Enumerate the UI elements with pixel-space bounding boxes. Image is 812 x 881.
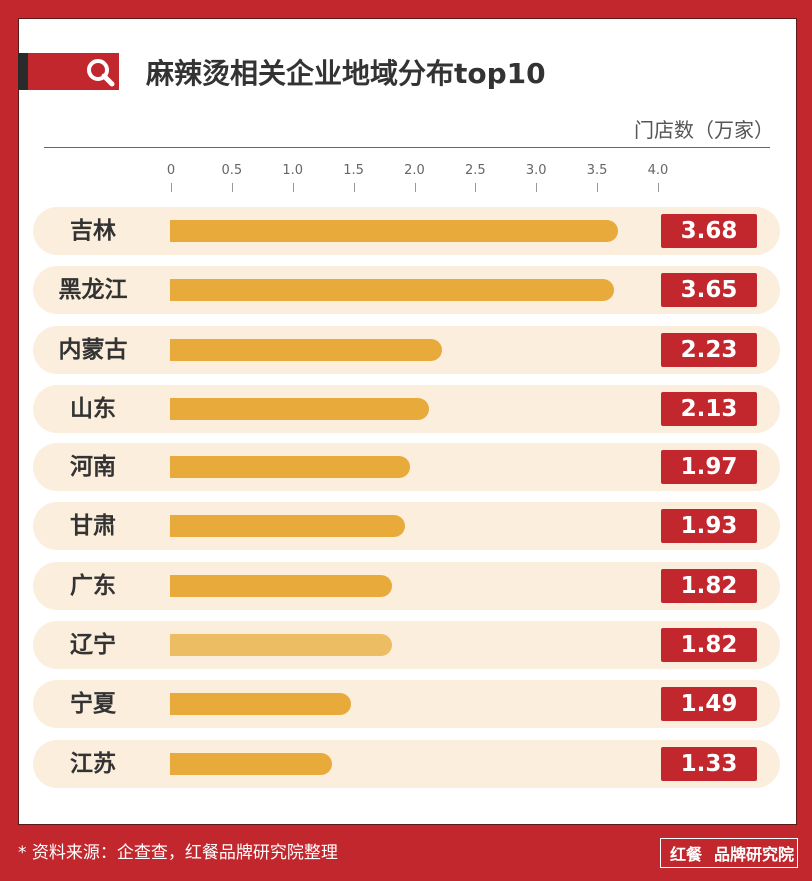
- tick-mark: [231, 183, 233, 192]
- category-label: 甘肃: [70, 513, 116, 539]
- source-note: * 资料来源：企查查，红餐品牌研究院整理: [18, 843, 338, 863]
- tick-mark: [475, 183, 477, 192]
- tick-mark: [658, 183, 659, 192]
- bar-row: 吉林 3.68: [33, 207, 780, 255]
- search-icon: [87, 59, 115, 87]
- value-label: 1.93: [661, 509, 757, 543]
- bar-row: 辽宁 1.82: [33, 621, 780, 669]
- tick-label: 3.0: [525, 163, 547, 178]
- bar-row: 黑龙江 3.65: [33, 266, 780, 314]
- category-label: 内蒙古: [58, 337, 128, 363]
- bar-row: 宁夏 1.49: [33, 680, 780, 728]
- title-badge: [18, 53, 119, 90]
- bar: [170, 339, 442, 361]
- chart-title: 麻辣烫相关企业地域分布top10: [146, 57, 546, 90]
- category-label: 吉林: [70, 218, 116, 244]
- category-label: 河南: [70, 454, 116, 480]
- logo-right: 品牌研究院: [713, 845, 794, 864]
- tick-label: 2.0: [404, 163, 425, 178]
- bar-row: 山东 2.13: [33, 385, 780, 433]
- bar-row: 内蒙古 2.23: [33, 326, 780, 374]
- value-label: 1.33: [661, 747, 757, 781]
- tick-mark: [171, 183, 172, 192]
- tick-label: 3.5: [586, 163, 608, 178]
- value-label: 3.65: [661, 273, 757, 307]
- bar: [170, 693, 352, 715]
- bar-row: 广东 1.82: [33, 562, 780, 610]
- tick-mark: [597, 183, 599, 192]
- bar: [170, 398, 430, 420]
- bar-row: 甘肃 1.93: [33, 502, 780, 550]
- value-label: 1.49: [661, 687, 757, 721]
- tick-label: 4.0: [647, 163, 669, 178]
- bar: [170, 279, 615, 301]
- tick-mark: [536, 183, 538, 192]
- axis-label: 门店数（万家）: [634, 118, 774, 142]
- tick-label: 1.0: [282, 163, 304, 178]
- value-label: 3.68: [661, 214, 757, 248]
- tick-label: 1.5: [343, 163, 364, 178]
- bar: [170, 515, 405, 537]
- bar: [170, 220, 619, 242]
- tick-mark: [353, 183, 355, 192]
- tick-mark: [292, 183, 294, 192]
- value-label: 1.82: [661, 569, 757, 603]
- divider: [44, 147, 770, 148]
- value-label: 2.23: [661, 333, 757, 367]
- value-label: 1.97: [661, 450, 757, 484]
- category-label: 江苏: [70, 751, 116, 777]
- bar-row: 江苏 1.33: [33, 740, 780, 788]
- value-label: 2.13: [661, 392, 757, 426]
- category-label: 广东: [70, 573, 116, 599]
- tick-label: 2.5: [465, 163, 486, 178]
- category-label: 山东: [70, 396, 116, 422]
- category-label: 黑龙江: [58, 277, 128, 303]
- tick-label: 0.5: [221, 163, 243, 178]
- tick-mark: [414, 183, 416, 192]
- bar: [170, 575, 392, 597]
- logo-left: 红餐: [661, 839, 711, 867]
- category-label: 辽宁: [70, 632, 116, 658]
- bar-row: 河南 1.97: [33, 443, 780, 491]
- bar: [170, 456, 410, 478]
- tick-label: 0: [166, 163, 176, 178]
- bar: [170, 753, 332, 775]
- brand-logo: 红餐 品牌研究院: [660, 838, 798, 868]
- value-label: 1.82: [661, 628, 757, 662]
- bar: [170, 634, 392, 656]
- category-label: 宁夏: [70, 691, 116, 717]
